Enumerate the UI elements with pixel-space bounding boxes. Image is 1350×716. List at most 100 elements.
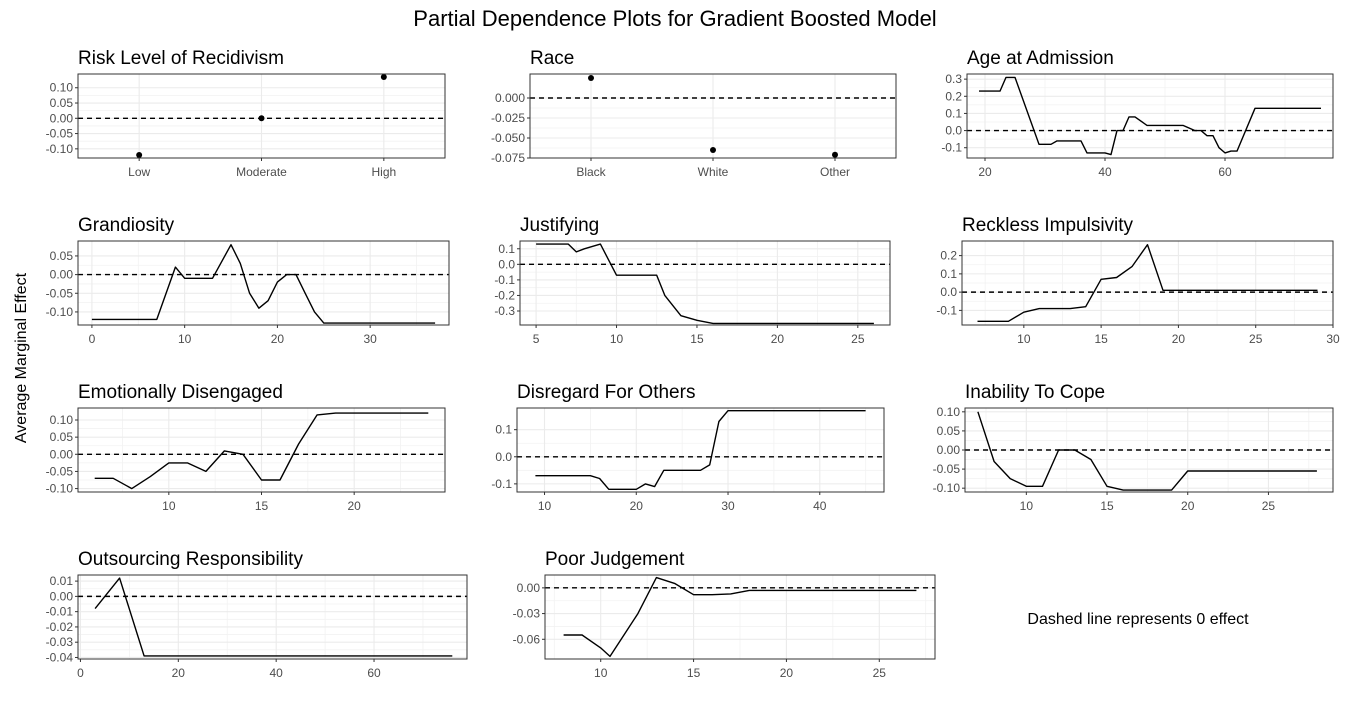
x-tick-label: 15: [690, 332, 704, 346]
x-axis: 10 15 20: [162, 492, 361, 513]
y-tick-label: -0.06: [513, 632, 541, 646]
y-tick-label: 0.0: [945, 124, 962, 138]
y-tick-label: 0.05: [50, 430, 74, 444]
y-tick-label: 0.00: [50, 589, 74, 603]
y-tick-label: 0.00: [50, 447, 74, 461]
y-tick-label: -0.03: [46, 635, 74, 649]
x-tick-label: 60: [367, 666, 381, 680]
y-tick-label: -0.05: [933, 462, 961, 476]
x-tick-label: 0: [77, 666, 84, 680]
y-axis: -0.3 -0.2-0.1 0.00.1: [494, 242, 520, 318]
panel-border: [961, 240, 1334, 326]
x-axis: 10 20 30 40: [538, 492, 827, 513]
x-axis: 10 15 20 25: [1020, 492, 1275, 513]
y-tick-label: -0.10: [46, 305, 74, 319]
panel-outsourcing-responsibility: Outsourcing Responsibility-0.04-0.03-0.0…: [46, 549, 468, 680]
data-point-black: [588, 75, 594, 81]
panel-border: [519, 240, 891, 326]
x-tick-label: 20: [1172, 332, 1186, 346]
y-tick-label: -0.1: [941, 141, 962, 155]
y-axis: -0.06 -0.03 0.00: [513, 581, 545, 646]
data-point-white: [710, 147, 716, 153]
minor-grid: [545, 575, 935, 659]
x-axis: Black White Other: [576, 158, 850, 179]
effect-line: [977, 411, 1317, 491]
y-tick-label: 0.10: [50, 413, 74, 427]
panel-grandiosity: Grandiosity -0.10 -0.05 0.00 0.05 0 10 20 30: [46, 215, 450, 346]
effect-line: [535, 410, 866, 490]
panels: Risk Level of Recidivism-0.10-0.050.000.…: [46, 48, 1340, 680]
y-tick-label: 0.05: [50, 249, 74, 263]
panel-disregard-for-others: Disregard For Others -0.1 0.0 0.1 10 20 30 40: [491, 382, 885, 513]
x-tick-label: 20: [780, 666, 794, 680]
effect-line: [94, 577, 453, 657]
panel-emotionally-disengaged: Emotionally Disengaged -0.10 -0.05 0.00 0.05…: [46, 382, 446, 513]
y-axis: -0.10-0.050.000.050.10: [46, 81, 78, 156]
y-tick-label: 0.1: [495, 423, 512, 437]
x-axis: 5 10 15 20 25: [533, 325, 865, 346]
y-tick-label: -0.10: [933, 481, 961, 495]
y-tick-label: -0.05: [46, 464, 74, 478]
y-tick-label: -0.075: [491, 151, 525, 165]
y-tick-label: 0.1: [945, 106, 962, 120]
y-tick-label: -0.03: [513, 607, 541, 621]
data-point-high: [380, 74, 387, 81]
major-grid: [520, 241, 890, 325]
y-axis: -0.10 -0.05 0.00 0.05 0.10: [46, 413, 78, 496]
y-tick-label: 0.00: [50, 111, 74, 125]
y-tick-label: 0.05: [937, 424, 961, 438]
y-tick-label: -0.1: [936, 303, 957, 317]
x-tick-label: 10: [1020, 499, 1034, 513]
x-tick-label: 5: [533, 332, 540, 346]
x-tick-label: 20: [1181, 499, 1195, 513]
x-tick-label: 30: [1326, 332, 1340, 346]
data-point-other: [832, 151, 838, 158]
y-tick-label: 0.00: [517, 581, 541, 595]
panel-border: [77, 240, 450, 326]
y-tick-label: -0.1: [494, 273, 515, 287]
y-tick-label: -0.3: [494, 304, 515, 318]
y-axis: -0.075 -0.050 -0.025 0.000: [491, 91, 530, 165]
x-axis: 10 15 20 25: [594, 659, 886, 680]
x-tick-label: 10: [1017, 332, 1031, 346]
minor-grid: [78, 575, 467, 659]
panel-title: Emotionally Disengaged: [78, 382, 283, 403]
data-point-low: [136, 151, 143, 158]
effect-line: [91, 243, 436, 324]
x-tick-label: Moderate: [236, 165, 287, 179]
x-axis: 20 40 60: [978, 158, 1232, 179]
panel-risk-level-of-recidivism: Risk Level of Recidivism-0.10-0.050.000.…: [46, 48, 446, 179]
figure-title: Partial Dependence Plots for Gradient Bo…: [413, 6, 936, 31]
minor-grid: [78, 241, 449, 325]
y-tick-label: 0.1: [498, 242, 515, 256]
y-tick-label: 0.0: [940, 285, 957, 299]
effect-line: [977, 243, 1318, 322]
y-tick-label: -0.02: [46, 620, 74, 634]
y-tick-label: -0.1: [491, 477, 512, 491]
minor-grid: [962, 241, 1333, 325]
x-tick-label: 25: [873, 666, 887, 680]
x-tick-label: 20: [630, 499, 644, 513]
y-tick-label: 0.00: [50, 268, 74, 282]
y-tick-label: -0.01: [46, 605, 74, 619]
y-tick-label: -0.10: [46, 142, 74, 156]
y-tick-label: 0.0: [498, 257, 515, 271]
panel-title: Age at Admission: [967, 48, 1114, 69]
minor-grid: [520, 241, 890, 325]
zero-effect-note: Dashed line represents 0 effect: [1027, 611, 1249, 628]
major-grid: [78, 575, 467, 659]
effect-line: [536, 243, 874, 325]
x-tick-label: 10: [178, 332, 192, 346]
major-grid: [962, 241, 1334, 325]
x-axis: Low Moderate High: [128, 158, 396, 179]
y-tick-label: 0.2: [945, 89, 962, 103]
panel-age-at-admission: Age at Admission -0.1 0.0 0.1 0.2 0.3 20 40 60: [941, 48, 1334, 179]
panel-title: Justifying: [520, 215, 599, 236]
y-axis: -0.10-0.050.000.050.10: [933, 405, 965, 495]
y-tick-label: -0.10: [46, 482, 74, 496]
x-tick-label: 30: [363, 332, 377, 346]
panel-title: Inability To Cope: [965, 382, 1105, 403]
panel-title: Outsourcing Responsibility: [78, 549, 303, 570]
panel-justifying: Justifying -0.3 -0.2-0.1 0.00.1 5 10 15 20 25: [494, 215, 891, 346]
